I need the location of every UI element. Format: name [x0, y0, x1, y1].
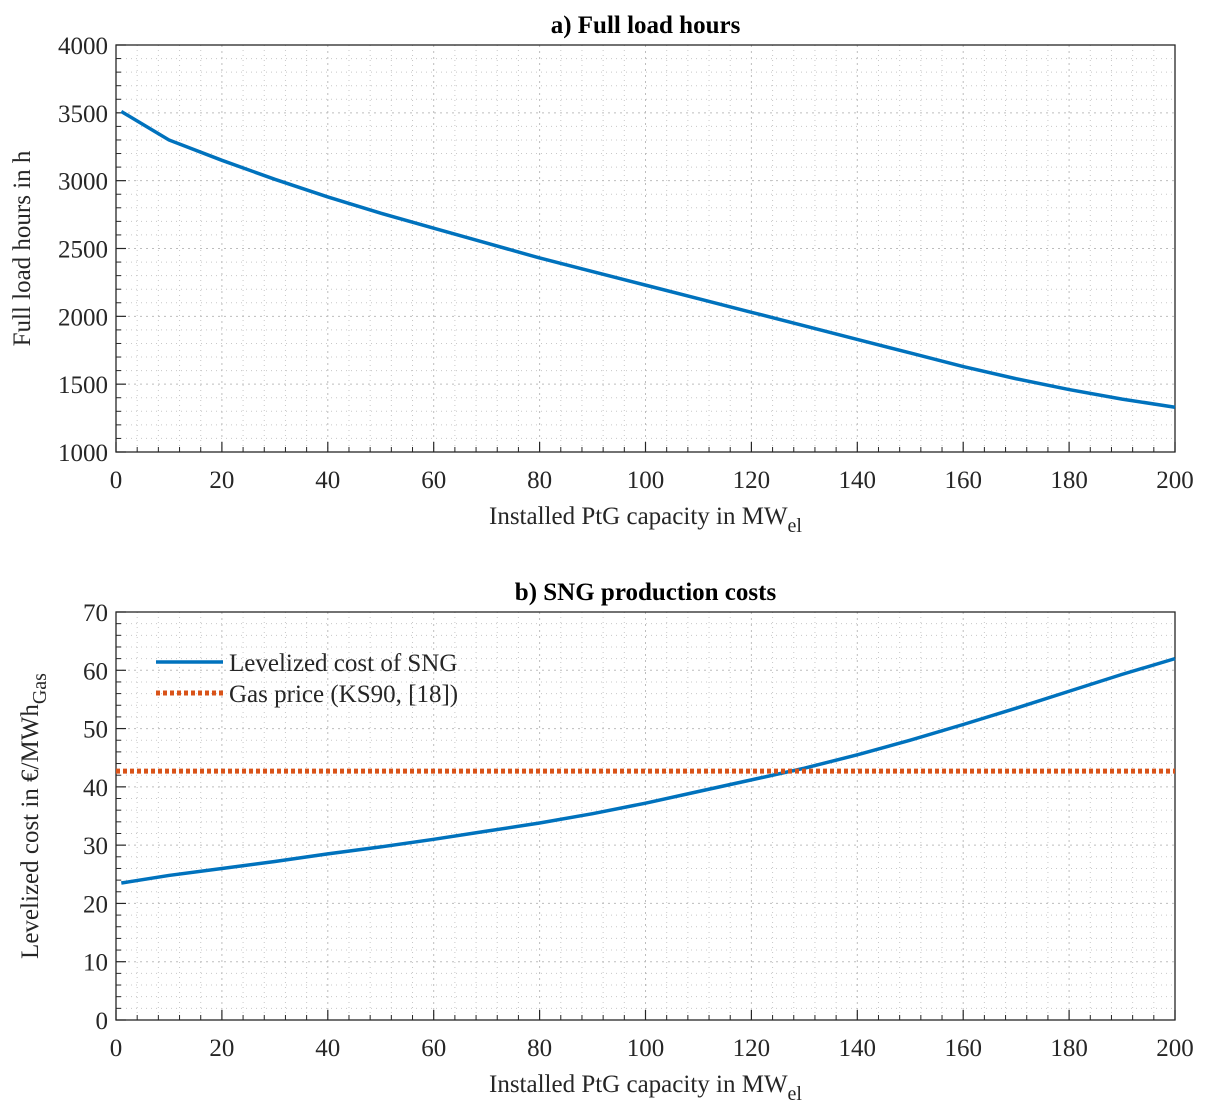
subplot: 0 20 40 60 80 100 120 140 160 180 200 0 10 20 30 40 50 60…	[17, 579, 1194, 1105]
x-tick-label: 0	[110, 1035, 123, 1062]
x-tick-label: 80	[527, 467, 552, 494]
y-tick-label: 30	[83, 833, 108, 860]
y-tick-label: 70	[83, 600, 108, 627]
chart-title: a) Full load hours	[551, 12, 741, 39]
x-tick-label: 100	[627, 467, 665, 494]
chart-title: b) SNG production costs	[515, 579, 777, 606]
x-tick-label: 20	[209, 1035, 234, 1062]
x-tick-label: 40	[315, 467, 340, 494]
x-tick-label: 140	[839, 467, 877, 494]
y-tick-label: 20	[83, 891, 108, 918]
y-tick-label: 3500	[58, 101, 108, 128]
x-tick-label: 200	[1156, 1035, 1194, 1062]
y-tick-label: 50	[83, 717, 108, 744]
y-tick-label: 1500	[58, 372, 108, 399]
y-tick-label: 40	[83, 775, 108, 802]
axes-box	[115, 611, 1176, 1021]
legend-label: Levelized cost of SNG	[229, 650, 457, 677]
x-tick-label: 40	[315, 1035, 340, 1062]
y-tick-label: 2500	[58, 237, 108, 264]
x-tick-label: 140	[839, 1035, 877, 1062]
x-axis-label-main: Installed PtG capacity in MW	[489, 1071, 788, 1098]
x-axis-label: Installed PtG capacity in MWel	[489, 1071, 802, 1105]
series-line	[121, 656, 1176, 885]
x-tick-label: 200	[1156, 467, 1194, 494]
x-axis-label-sub: el	[788, 1083, 803, 1105]
y-axis-label: Full load hours in h	[9, 150, 36, 346]
subplot: 0 20 40 60 80 100 120 140 160 180 200 1000 1500 2000 2…	[9, 12, 1194, 537]
x-tick-label: 60	[421, 1035, 446, 1062]
y-tick-label: 3000	[58, 169, 108, 196]
x-tick-label: 120	[733, 1035, 771, 1062]
y-tick-label: 10	[83, 950, 108, 977]
x-axis-label-sub: el	[788, 515, 803, 537]
y-axis-label-main: Full load hours in h	[9, 150, 36, 346]
y-tick-label: 1000	[58, 440, 108, 467]
y-axis-label-sub: Gas	[29, 673, 51, 704]
y-tick-label: 60	[83, 658, 108, 685]
y-tick-label: 0	[96, 1008, 109, 1035]
x-tick-label: 160	[944, 1035, 982, 1062]
x-tick-label: 180	[1050, 467, 1088, 494]
x-tick-label: 120	[733, 467, 771, 494]
x-tick-label: 60	[421, 467, 446, 494]
y-axis-label-main: Levelized cost in €/MWh	[17, 704, 44, 959]
x-tick-label: 0	[110, 467, 123, 494]
y-axis-label: Levelized cost in €/MWhGas	[17, 673, 51, 959]
x-tick-label: 100	[627, 1035, 665, 1062]
x-tick-label: 180	[1050, 1035, 1088, 1062]
x-axis-label: Installed PtG capacity in MWel	[489, 503, 802, 537]
x-axis-label-main: Installed PtG capacity in MW	[489, 503, 788, 530]
axes-box	[115, 44, 1176, 453]
y-tick-label: 4000	[58, 33, 108, 60]
y-tick-label: 2000	[58, 304, 108, 331]
x-tick-label: 160	[944, 467, 982, 494]
x-tick-label: 80	[527, 1035, 552, 1062]
legend-label: Gas price (KS90, [18])	[229, 681, 458, 708]
series-line	[120, 109, 1176, 409]
x-tick-label: 20	[209, 467, 234, 494]
